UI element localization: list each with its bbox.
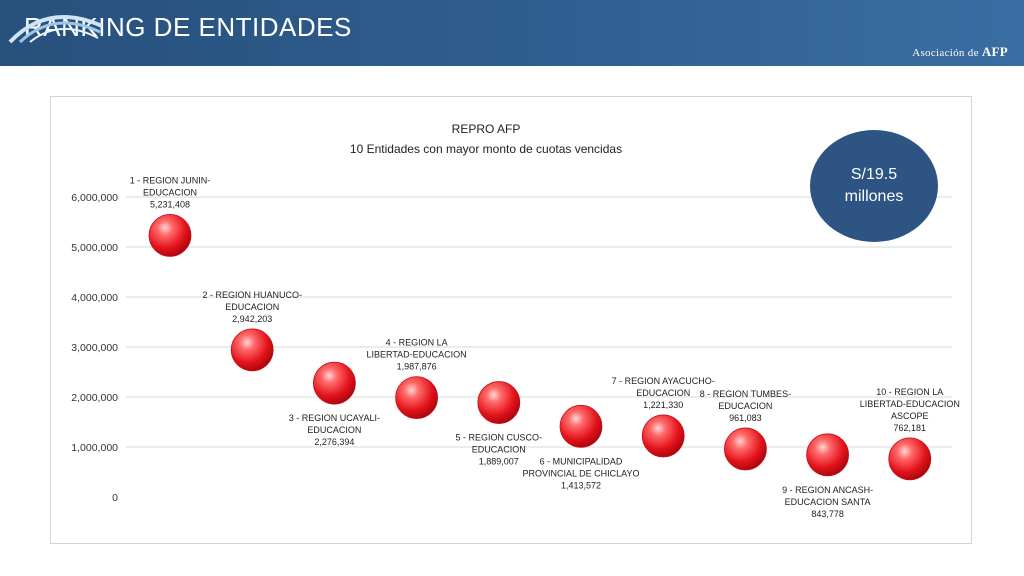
data-point-name-label: EDUCACION [225,302,279,312]
total-badge-amount: S/19.5 [850,166,898,183]
y-tick-label: 2,000,000 [71,392,118,404]
data-point-name-label: 5 - REGION CUSCO- [456,433,543,443]
data-point-value-label: 1,987,876 [397,362,437,372]
data-point-bubble [312,361,356,405]
data-point-name-label: 8 - REGION TUMBES- [700,389,791,399]
y-tick-label: 5,000,000 [71,242,118,254]
logo-text-small: Asociación de [912,47,979,59]
y-tick-label: 1,000,000 [71,442,118,454]
data-point-bubble [806,433,849,477]
data-point-value-label: 2,276,394 [314,437,354,447]
data-point-bubble [395,376,439,420]
data-point-name-label: LIBERTAD-EDUCACION [367,350,467,360]
data-point-value-label: 2,942,203 [232,314,272,324]
data-point-value-label: 5,231,408 [150,199,190,209]
y-tick-label: 6,000,000 [71,192,118,204]
data-point-name-label: 7 - REGION AYACUCHO- [612,376,715,386]
data-point-name-label: EDUCACION SANTA [785,497,871,507]
data-point-name-label: EDUCACION [636,388,690,398]
total-badge: S/19.5 millones [810,130,938,242]
logo-text-big: AFP [981,44,1008,59]
data-point-name-label: EDUCACION [718,401,772,411]
data-point-name-label: 3 - REGION UCAYALI- [289,413,380,423]
y-tick-label: 3,000,000 [71,342,118,354]
y-tick-label: 4,000,000 [71,292,118,304]
afp-logo-icon [8,15,103,44]
data-point-name-label: PROVINCIAL DE CHICLAYO [522,468,639,478]
data-point-value-label: 762,181 [894,423,927,433]
data-point-value-label: 961,083 [729,413,762,423]
logo-text: Asociación de AFP [912,44,1008,60]
data-point-bubble [724,427,767,471]
total-badge-unit: millones [844,188,904,205]
data-point-name-label: 10 - REGION LA [876,387,943,397]
data-point-name-label: 6 - MUNICIPALIDAD [540,456,623,466]
chart-subtitle: 10 Entidades con mayor monto de cuotas v… [350,142,622,156]
data-point-name-label: 1 - REGION JUNIN- [130,175,211,185]
data-point-bubble [559,404,603,448]
header-bar: RANKING DE ENTIDADES Asociación de AFP [0,0,1024,66]
data-point-name-label: 2 - REGION HUANUCO- [202,290,302,300]
data-point-value-label: 1,221,330 [643,400,683,410]
data-point-bubble [148,214,192,257]
data-point-name-label: EDUCACION [472,445,526,455]
data-point-name-label: ASCOPE [891,411,929,421]
data-point-value-label: 1,413,572 [561,480,601,490]
data-point-bubble [888,437,932,481]
data-point-name-label: 4 - REGION LA [386,338,448,348]
data-point-bubble [477,381,521,424]
data-point-value-label: 1,889,007 [479,457,519,467]
data-point-name-label: LIBERTAD-EDUCACION [860,399,960,409]
data-point-name-label: EDUCACION [143,187,197,197]
data-point-value-label: 843,778 [811,509,844,519]
data-point-name-label: EDUCACION [307,425,361,435]
data-point-bubble [641,414,685,458]
data-point-name-label: 9 - REGION ANCASH- [782,485,873,495]
chart-title: REPRO AFP [452,122,521,136]
data-point-bubble [230,328,274,372]
y-tick-label: 0 [112,492,118,504]
